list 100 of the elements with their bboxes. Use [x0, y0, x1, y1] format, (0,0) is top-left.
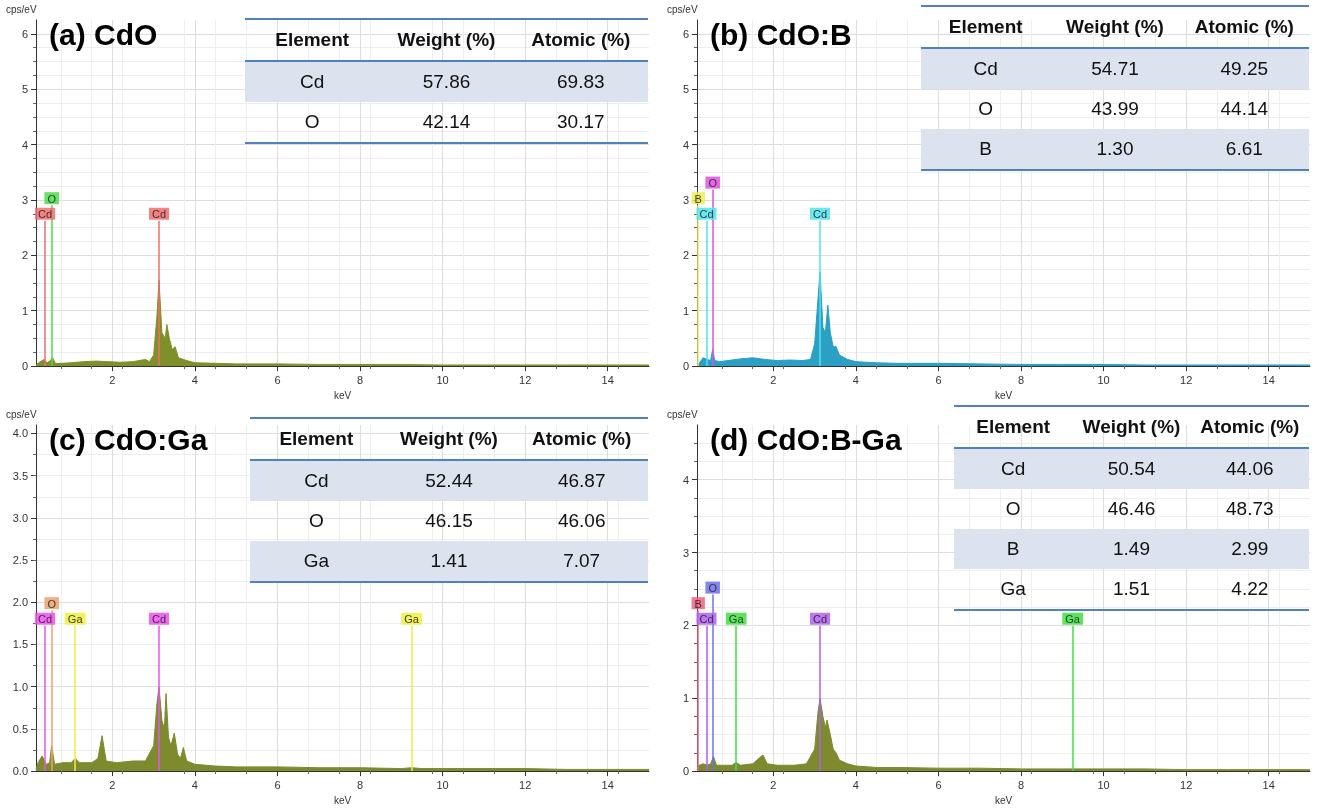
annotation: 1.49 [1112, 538, 1151, 560]
x-axis-title: keV [994, 794, 1013, 806]
annotation: 1.51 [1112, 578, 1151, 600]
annotation: Cd [303, 470, 330, 492]
x-tick-label: 4 [191, 373, 198, 386]
ref-line-label: O [47, 597, 57, 610]
ref-line-label: Cd [699, 613, 714, 626]
y-tick-label: 5 [682, 83, 689, 96]
annotation: Element [947, 16, 1024, 38]
y-axis-title: cps/eV [6, 408, 37, 420]
x-tick-label: 14 [1262, 778, 1275, 791]
annotation: Atomic (%) [531, 428, 633, 450]
chart-title: (a) CdO [49, 17, 158, 51]
x-tick-label: 2 [770, 778, 777, 791]
annotation: Cd [1000, 458, 1027, 480]
y-tick-label: 2 [682, 619, 689, 632]
annotation: 46.46 [1106, 498, 1157, 520]
annotation: 49.25 [1219, 58, 1270, 80]
ref-line-label: Cd [38, 208, 53, 221]
ref-line-label: Cd [812, 613, 828, 626]
ref-line-label: O [708, 177, 718, 190]
annotation: 50.54 [1106, 458, 1157, 480]
y-axis-title: cps/eV [6, 3, 37, 15]
x-tick-label: 2 [770, 373, 777, 386]
annotation: B [978, 138, 993, 160]
annotation: Weight (%) [399, 428, 499, 450]
x-tick-label: 14 [601, 373, 614, 386]
x-tick-label: 12 [1180, 373, 1193, 386]
x-tick-label: 6 [935, 373, 942, 386]
annotation: 57.86 [421, 71, 472, 93]
x-tick-label: 10 [1097, 373, 1110, 386]
y-tick-label: 4.0 [12, 427, 28, 440]
annotation: Weight (%) [396, 29, 497, 51]
ref-line-label: B [694, 597, 702, 610]
y-tick-label: 3.0 [12, 511, 28, 524]
annotation: Element [975, 416, 1052, 438]
y-tick-label: 3 [682, 193, 689, 206]
annotation: 54.71 [1090, 58, 1140, 80]
y-tick-label: 1 [682, 304, 689, 317]
y-tick-label: 4 [21, 138, 28, 151]
annotation: O [307, 510, 325, 532]
annotation: Cd [972, 58, 999, 80]
annotation: Weight (%) [1081, 416, 1182, 438]
ref-line-label: Cd [151, 208, 167, 221]
y-tick-label: 0 [682, 360, 689, 373]
chart-title: (b) CdO:B [710, 17, 852, 51]
x-tick-label: 12 [1180, 778, 1193, 791]
ref-line-label: Cd [699, 208, 714, 221]
ref-line-label: Ga [728, 613, 745, 626]
x-tick-label: 8 [1017, 778, 1025, 791]
annotation: 46.06 [556, 510, 607, 532]
annotation: 7.07 [562, 550, 602, 572]
annotation: 44.06 [1225, 458, 1275, 480]
x-axis-title: keV [333, 794, 352, 806]
x-tick-label: 14 [601, 778, 614, 791]
y-tick-label: 1 [21, 304, 28, 317]
annotation: Atomic (%) [1193, 16, 1295, 38]
x-tick-label: 8 [356, 778, 364, 791]
annotation: 4.22 [1230, 578, 1270, 600]
y-tick-label: 3 [21, 193, 28, 206]
annotation: O [303, 111, 321, 133]
x-axis-title: keV [333, 389, 352, 401]
x-tick-label: 4 [852, 778, 859, 791]
chart-title: (c) CdO:Ga [49, 422, 208, 456]
annotation: Element [274, 29, 351, 51]
y-axis-title: cps/eV [667, 408, 698, 420]
y-tick-label: 2 [682, 249, 689, 262]
annotation: Cd [299, 71, 326, 93]
y-axis-title: cps/eV [667, 3, 698, 15]
y-tick-label: 1.5 [12, 638, 28, 651]
y-tick-label: 5 [21, 83, 28, 96]
x-tick-label: 2 [109, 373, 116, 386]
y-tick-label: 0 [21, 360, 28, 373]
y-tick-label: 0 [682, 765, 689, 778]
ref-line-label: Ga [404, 613, 420, 626]
annotation: 46.15 [424, 510, 474, 532]
annotation: Atomic (%) [1199, 416, 1301, 438]
annotation: 69.83 [556, 71, 606, 93]
ref-line-label: Cd [38, 613, 53, 626]
x-tick-label: 6 [274, 778, 281, 791]
x-tick-label: 10 [1097, 778, 1110, 791]
ref-line-label: Cd [151, 613, 167, 626]
y-tick-label: 1 [682, 692, 689, 705]
annotation: 43.99 [1090, 98, 1140, 120]
x-tick-label: 8 [1017, 373, 1025, 386]
y-tick-label: 6 [21, 27, 28, 40]
y-tick-label: 3 [682, 546, 689, 559]
ref-line-label: O [47, 192, 57, 205]
annotation: B [1005, 538, 1021, 560]
annotation: 2.99 [1230, 538, 1270, 560]
x-tick-label: 10 [436, 778, 449, 791]
x-tick-label: 2 [109, 778, 116, 791]
y-tick-label: 4 [682, 473, 689, 486]
x-tick-label: 4 [191, 778, 198, 791]
ref-line-label: Ga [67, 613, 84, 626]
y-tick-label: 1.0 [12, 680, 28, 693]
annotation: 30.17 [556, 111, 606, 133]
x-tick-label: 6 [935, 778, 942, 791]
y-tick-label: 2.0 [12, 596, 28, 609]
annotation: Weight (%) [1065, 16, 1165, 38]
